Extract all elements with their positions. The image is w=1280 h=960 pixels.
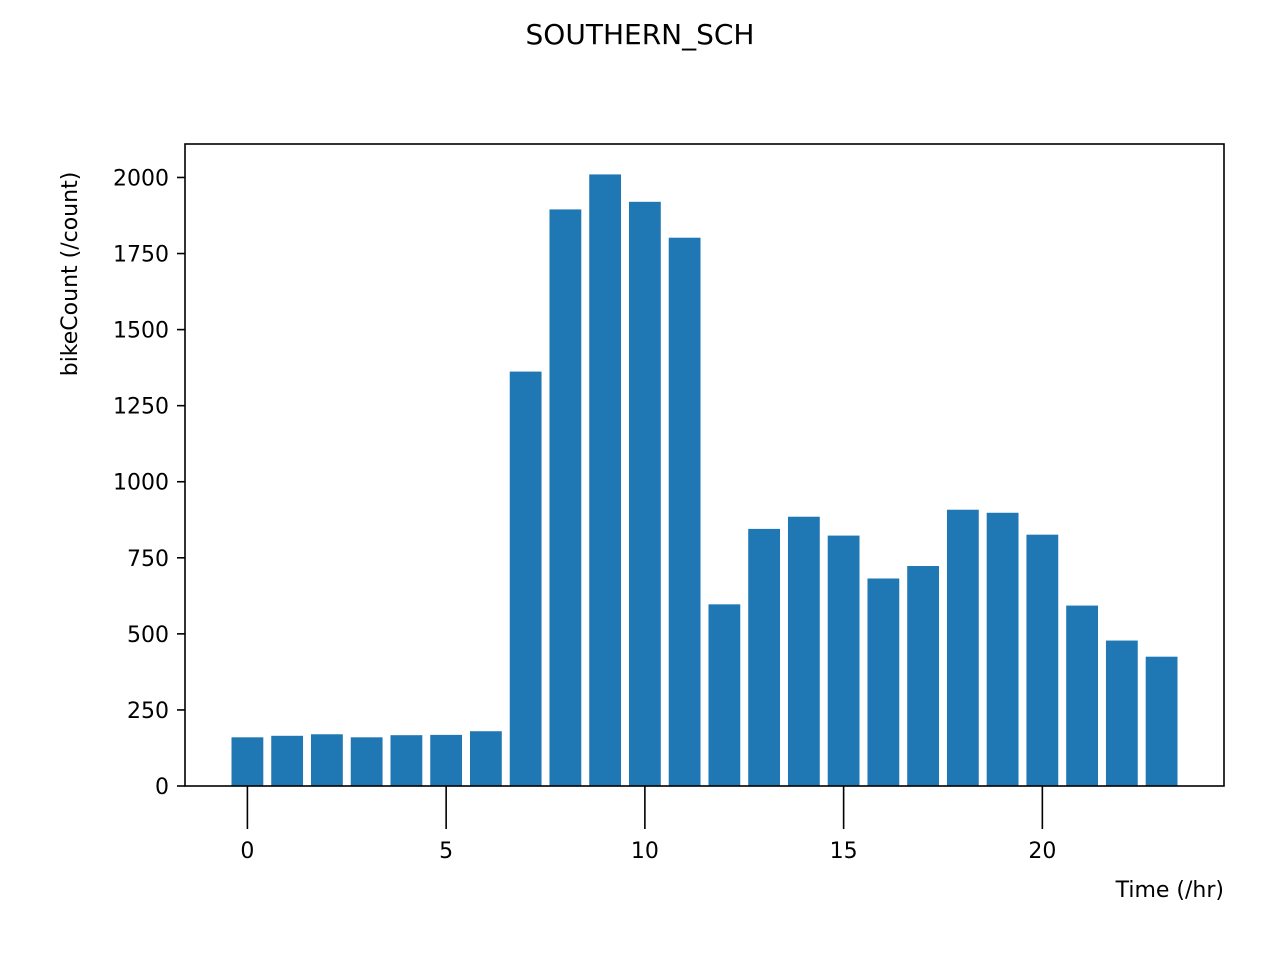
bar-hour-18 (946, 509, 979, 786)
x-tick-label: 0 (240, 839, 254, 864)
y-axis-label: bikeCount (/count) (58, 172, 83, 377)
y-tick-label: 2000 (113, 166, 169, 191)
bar-hour-17 (907, 566, 940, 786)
y-tick-label: 1500 (113, 319, 169, 344)
bar-hour-16 (867, 578, 900, 786)
bar-hour-12 (708, 604, 741, 786)
x-tick-label: 10 (631, 839, 659, 864)
bar-hour-3 (350, 737, 383, 786)
x-axis-label: Time (/hr) (1115, 878, 1224, 903)
bar-hour-10 (628, 201, 661, 786)
x-tick-label: 20 (1028, 839, 1056, 864)
y-axis: 0 250 500 750 1000 1250 1500 1750 2000 (113, 166, 185, 800)
plot-frame (184, 143, 1225, 787)
y-tick-label: 1000 (113, 471, 169, 496)
bar-hour-6 (469, 731, 502, 786)
bar-hour-21 (1066, 605, 1099, 786)
bar-hour-23 (1145, 656, 1178, 786)
y-tick-label: 250 (127, 699, 169, 724)
bar-hour-9 (589, 174, 622, 787)
x-tick-label: 5 (439, 839, 453, 864)
y-tick-label: 0 (155, 775, 169, 800)
bar-hour-0 (231, 737, 264, 786)
bar-hour-19 (986, 512, 1019, 786)
y-tick-label: 750 (127, 547, 169, 572)
chart-title: SOUTHERN_SCH (526, 18, 755, 51)
bar-hour-7 (509, 371, 542, 786)
y-tick-label: 500 (127, 623, 169, 648)
bar-hour-20 (1026, 534, 1059, 786)
y-tick-label: 1250 (113, 395, 169, 420)
bar-hour-13 (748, 528, 781, 786)
bar-hour-5 (430, 734, 463, 786)
bar-hour-8 (549, 209, 582, 787)
bar-hour-11 (668, 237, 701, 786)
bar-hour-4 (390, 735, 423, 786)
y-tick-label: 1750 (113, 243, 169, 268)
bar-hour-1 (271, 735, 304, 786)
bar-hour-22 (1105, 640, 1138, 786)
x-axis: 0 5 10 15 20 (240, 786, 1056, 864)
bar-hour-14 (787, 516, 820, 786)
bar-hour-2 (310, 734, 343, 786)
bar-hour-15 (827, 535, 860, 786)
x-tick-label: 15 (830, 839, 858, 864)
bars-group (231, 174, 1178, 787)
